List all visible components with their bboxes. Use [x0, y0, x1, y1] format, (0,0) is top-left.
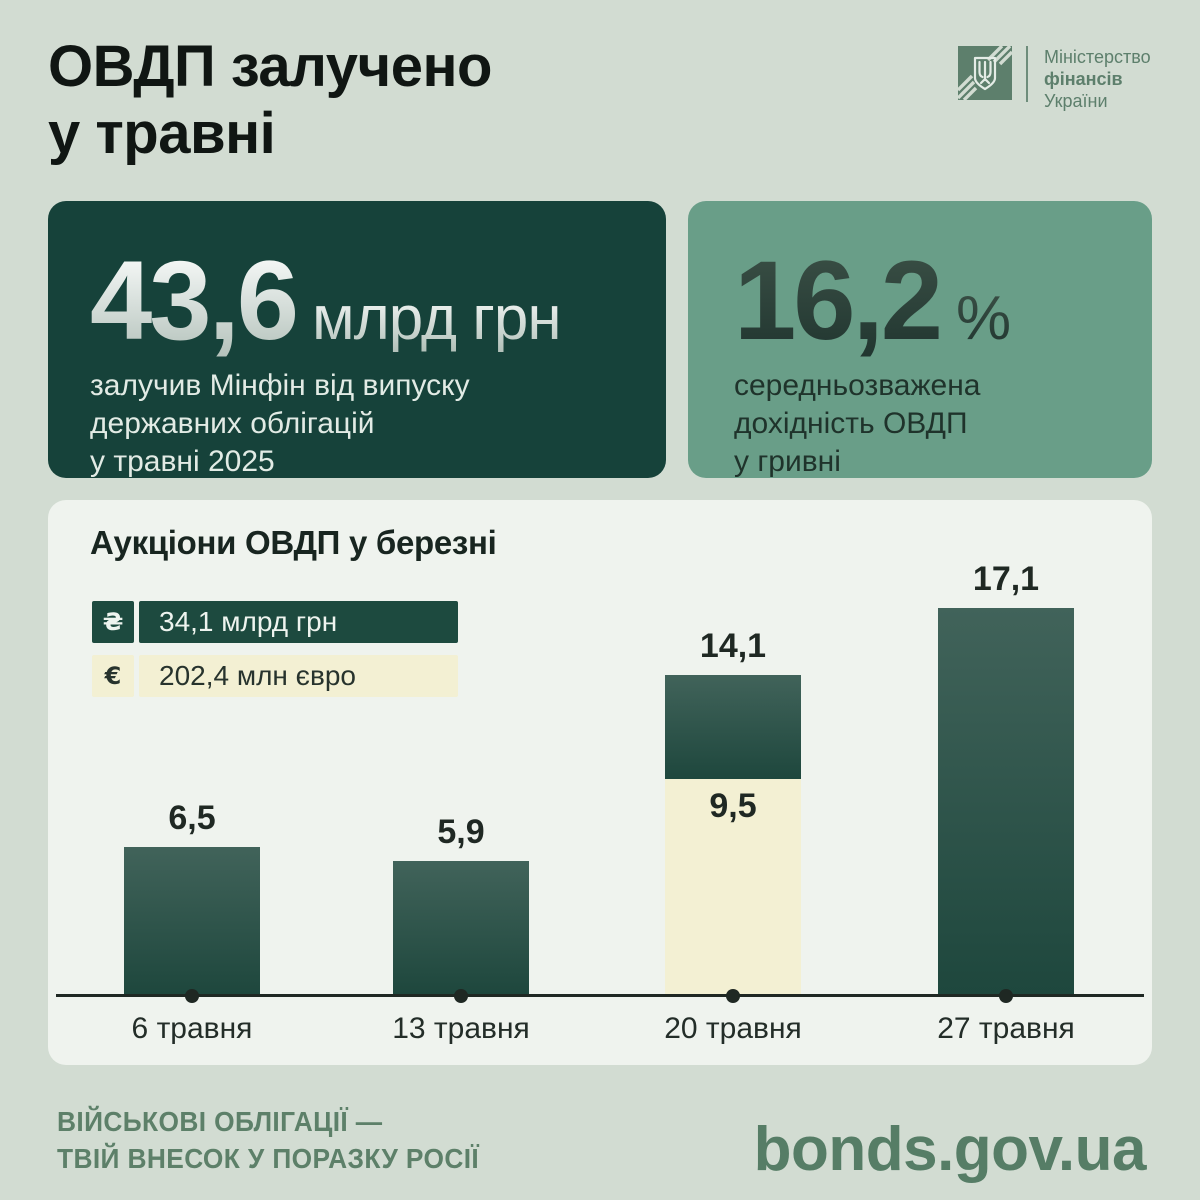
x-axis-label: 20 травня: [664, 1012, 802, 1045]
axis-dot: [999, 989, 1013, 1003]
yield-unit: %: [955, 284, 1011, 353]
raised-amount-unit: млрд грн: [311, 284, 562, 353]
logo-divider: [1026, 46, 1028, 102]
raised-amount-description: залучив Мінфін від випуску державних обл…: [90, 367, 626, 481]
slogan: ВІЙСЬКОВІ ОБЛІГАЦІЇ — ТВІЙ ВНЕСОК У ПОРА…: [57, 1104, 479, 1178]
legend-item-uah: ₴ 34,1 млрд грн: [92, 601, 458, 643]
raised-amount-value: 43,6: [90, 238, 299, 363]
yield-value: 16,2: [734, 238, 943, 363]
raised-amount-card: 43,6 млрд грн залучив Мінфін від випуску …: [48, 201, 666, 478]
bar-segment-uah: [938, 608, 1074, 994]
legend-label-uah: 34,1 млрд грн: [139, 601, 458, 643]
raised-amount-value-line: 43,6 млрд грн: [90, 245, 626, 357]
axis-dot: [726, 989, 740, 1003]
bar-27-травня: 17,1: [938, 560, 1074, 994]
hryvnia-icon: ₴: [92, 601, 134, 643]
legend-label-eur: 202,4 млн євро: [139, 655, 458, 697]
page-title-line2: у травні: [48, 100, 276, 166]
bar-value-label: 6,5: [168, 799, 216, 837]
bar-20-травня: 14,1 9,5: [665, 627, 801, 994]
bar-segment-uah: [665, 675, 801, 780]
yield-desc-line2: дохідність ОВДП: [734, 407, 968, 440]
chart-legend: ₴ 34,1 млрд грн € 202,4 млн євро: [92, 601, 458, 709]
yield-description: середньозважена дохідність ОВДП у гривні: [734, 367, 1122, 481]
raised-desc-line1: залучив Мінфін від випуску: [90, 369, 470, 402]
logo-text: Міністерство фінансів України: [1044, 46, 1151, 113]
logo-text-line3: України: [1044, 90, 1108, 111]
slogan-line2: ТВІЙ ВНЕСОК У ПОРАЗКУ РОСІЇ: [57, 1142, 480, 1174]
logo-text-line1: Міністерство: [1044, 47, 1151, 67]
page-title: ОВДП залучено у травні: [48, 34, 492, 167]
page-title-line1: ОВДП залучено: [48, 34, 492, 99]
axis-dot: [185, 989, 199, 1003]
axis-dot: [454, 989, 468, 1003]
euro-icon: €: [92, 655, 134, 697]
site-link[interactable]: bonds.gov.ua: [753, 1115, 1147, 1184]
x-axis-label: 13 травня: [392, 1012, 530, 1045]
slogan-line1: ВІЙСЬКОВІ ОБЛІГАЦІЇ —: [57, 1106, 383, 1137]
bar-13-травня: 5,9: [393, 813, 529, 994]
bar-segment-eur: 9,5: [665, 779, 801, 994]
yield-desc-line1: середньозважена: [734, 369, 981, 402]
yield-card: 16,2% середньозважена дохідність ОВДП у …: [688, 201, 1152, 478]
bar-segment-uah: [124, 847, 260, 994]
x-axis-label: 6 травня: [131, 1012, 253, 1045]
x-axis-line: [56, 994, 1144, 997]
raised-desc-line2: державних облігацій: [90, 407, 375, 440]
bar-value-label: 14,1: [699, 627, 767, 665]
chart-area: 6,5 6 травня 5,9 13 травня 14,1 9,5 20 травня 1…: [48, 500, 1152, 1065]
bar-segment-uah: [393, 861, 529, 994]
bar-6-травня: 6,5: [124, 799, 260, 994]
yield-desc-line3: у гривні: [734, 445, 841, 478]
logo-text-line2: фінансів: [1044, 68, 1123, 89]
bar-value-label: 5,9: [437, 813, 485, 851]
raised-desc-line3: у травні 2025: [90, 445, 275, 478]
chart-title: Аукціони ОВДП у березні: [90, 524, 497, 561]
segment-value-label: 9,5: [709, 787, 757, 826]
yield-value-line: 16,2%: [734, 245, 1122, 357]
ministry-logo: Міністерство фінансів України: [958, 46, 1151, 113]
auctions-chart-panel: Аукціони ОВДП у березні ₴ 34,1 млрд грн …: [48, 500, 1152, 1065]
x-axis-label: 27 травня: [937, 1012, 1075, 1045]
trident-icon: [958, 46, 1012, 100]
legend-item-eur: € 202,4 млн євро: [92, 655, 458, 697]
bar-value-label: 17,1: [972, 560, 1040, 598]
